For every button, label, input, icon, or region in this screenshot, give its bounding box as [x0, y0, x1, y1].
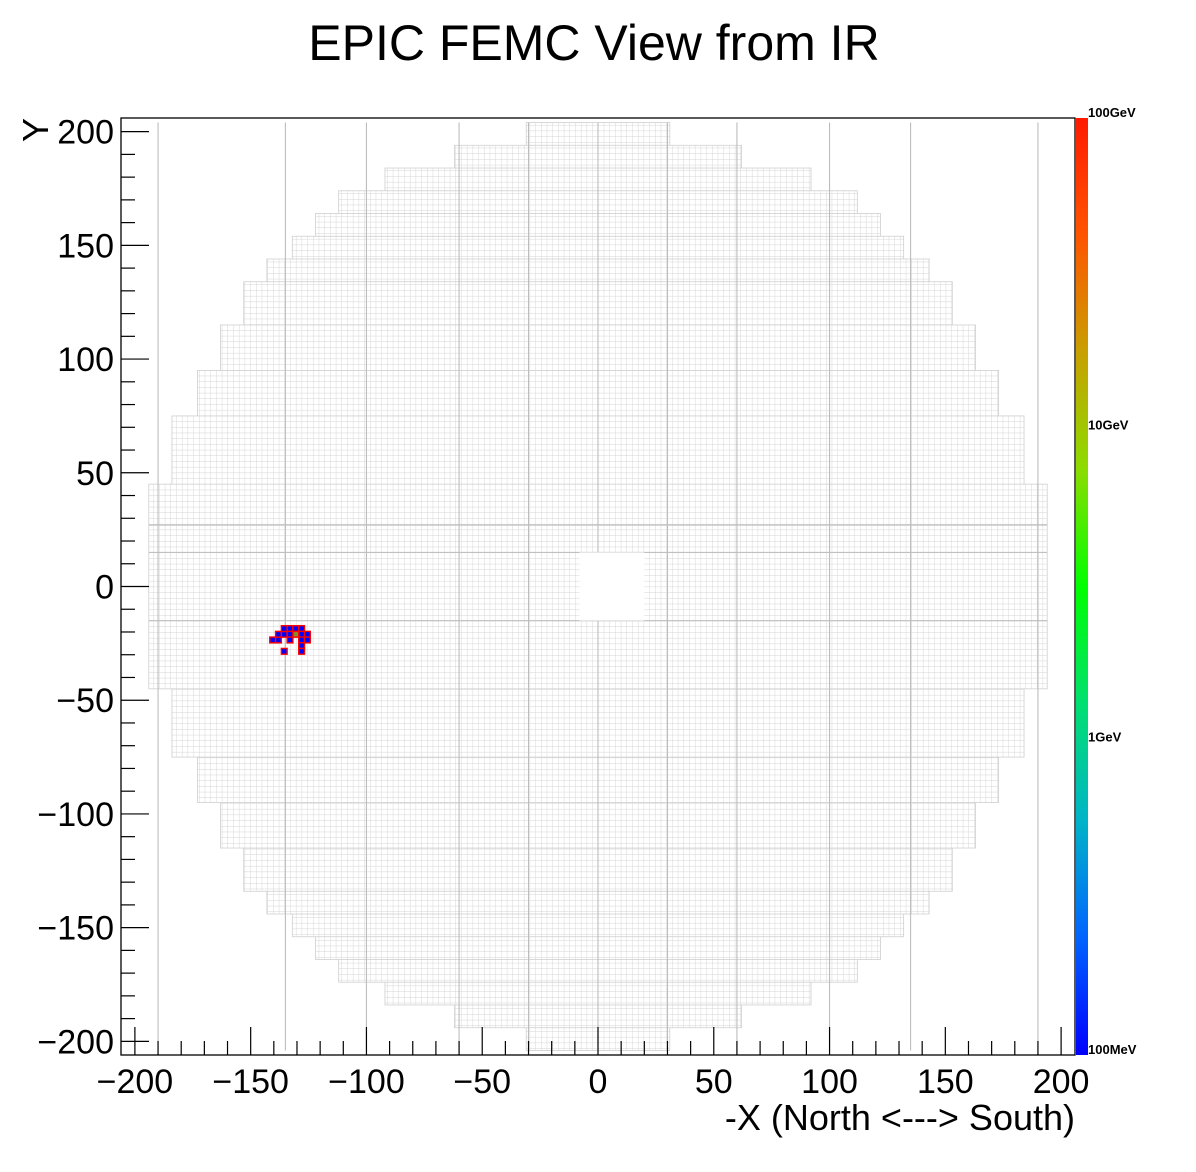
hit-cell-2 [274, 630, 283, 638]
hit-cell-0 [269, 636, 277, 644]
module-boundary-lines [148, 122, 1048, 1051]
hit-cell-1 [274, 636, 283, 644]
hit-cell-15 [298, 642, 306, 650]
hit-cell-3 [280, 630, 288, 638]
x-tick-label: 200 [1033, 1063, 1090, 1101]
colorbar-label: 100MeV [1088, 1042, 1137, 1057]
y-tick-label: 150 [57, 227, 114, 265]
y-tick-label: 50 [76, 455, 114, 493]
x-tick-label: −100 [328, 1063, 405, 1101]
hit-cell-17 [280, 647, 288, 655]
y-tick-label: −200 [37, 1023, 114, 1061]
x-tick-label: 150 [917, 1063, 974, 1101]
x-tick-label: −150 [212, 1063, 289, 1101]
x-axis-title: -X (North <---> South) [725, 1097, 1075, 1138]
hit-cell-9 [298, 630, 306, 638]
energy-hits [269, 624, 311, 655]
chart-title: EPIC FEMC View from IR [308, 15, 879, 71]
hit-cell-5 [286, 624, 294, 633]
hit-cell-11 [292, 630, 300, 638]
hit-cell-8 [286, 630, 294, 638]
hit-cell-10 [303, 630, 311, 638]
hit-cell-7 [298, 624, 306, 633]
y-tick-label: 0 [95, 569, 114, 607]
colorbar-label: 10GeV [1088, 417, 1129, 432]
hit-cell-4 [280, 624, 288, 633]
beam-pipe-hole [579, 552, 645, 621]
y-tick-label: −100 [37, 796, 114, 834]
y-tick-label: −50 [56, 682, 114, 720]
colorbar [1076, 118, 1088, 1055]
colorbar-label: 100GeV [1088, 105, 1136, 120]
y-tick-label: 100 [57, 341, 114, 379]
x-axis-ticks: −200 −150 −100 −50 0 50 100 150 200 [97, 1027, 1090, 1101]
y-axis-ticks: −200 −150 −100 −50 0 50 100 150 200 [37, 114, 149, 1061]
y-axis-title: Y [15, 118, 56, 142]
hit-cell-16 [298, 647, 306, 655]
colorbar-labels: 100GeV 10GeV 1GeV 100MeV [1088, 105, 1137, 1057]
y-tick-label: 200 [57, 114, 114, 152]
x-tick-label: 100 [801, 1063, 858, 1101]
x-tick-label: −200 [97, 1063, 174, 1101]
x-tick-label: 0 [589, 1063, 608, 1101]
hit-cell-6 [292, 624, 300, 633]
hit-cell-14 [303, 636, 311, 644]
y-tick-label: −150 [37, 910, 114, 948]
x-tick-label: −50 [453, 1063, 511, 1101]
colorbar-label: 1GeV [1088, 730, 1122, 745]
hit-cell-13 [298, 636, 306, 644]
hit-cell-12 [286, 636, 294, 644]
x-tick-label: 50 [695, 1063, 733, 1101]
